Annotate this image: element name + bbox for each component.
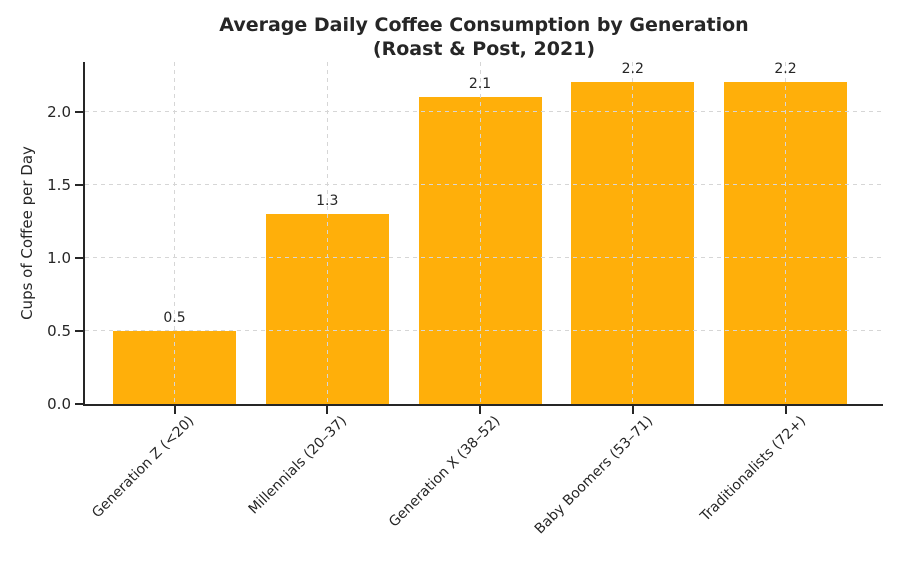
y-tick-label: 1.5	[47, 175, 71, 194]
x-tick-label: Generation Z (<20)	[89, 413, 198, 522]
x-tick-mark	[631, 406, 634, 414]
gridline-vertical	[326, 62, 328, 404]
y-tick-label: 0.0	[47, 395, 71, 413]
bar-value-label: 1.3	[316, 193, 339, 209]
bar-value-label: 2.2	[621, 61, 644, 78]
gridline-vertical	[479, 62, 481, 404]
y-axis-spine	[83, 62, 85, 406]
x-tick-label: Baby Boomers (53–71)	[531, 413, 657, 538]
y-tick-mark	[75, 183, 83, 186]
y-tick-mark	[75, 403, 83, 405]
chart-title-block: Average Daily Coffee Consumption by Gene…	[85, 13, 883, 61]
gridline-vertical	[785, 62, 786, 404]
gridline-vertical	[174, 62, 175, 404]
y-tick-label: 0.5	[47, 321, 71, 340]
y-tick-label: 2.0	[47, 102, 71, 121]
x-tick-label: Millennials (20–37)	[246, 413, 351, 518]
bar-value-label: 2.2	[774, 61, 797, 78]
x-tick-label: Generation X (38–52)	[385, 413, 504, 531]
x-tick-mark	[326, 406, 329, 414]
x-tick-mark	[784, 406, 787, 414]
gridline-horizontal	[85, 330, 883, 332]
chart-title: Average Daily Coffee Consumption by Gene…	[219, 14, 749, 36]
gridline-horizontal	[85, 111, 883, 113]
y-tick-label: 1.0	[47, 248, 71, 267]
x-tick-mark	[173, 406, 176, 414]
y-axis-label: Cups of Coffee per Day	[18, 146, 36, 320]
chart-subtitle: (Roast & Post, 2021)	[372, 38, 596, 60]
bar-value-label: 0.5	[163, 309, 186, 326]
y-tick-mark	[75, 256, 83, 259]
x-tick-mark	[479, 406, 481, 414]
gridline-horizontal	[85, 184, 883, 186]
bar-value-label: 2.1	[468, 76, 492, 93]
x-tick-label: Traditionalists (72+)	[697, 413, 809, 525]
y-tick-mark	[75, 329, 83, 332]
y-tick-mark	[75, 110, 83, 113]
gridline-horizontal	[85, 257, 883, 259]
x-axis-spine	[83, 404, 883, 406]
gridline-vertical	[632, 62, 634, 404]
